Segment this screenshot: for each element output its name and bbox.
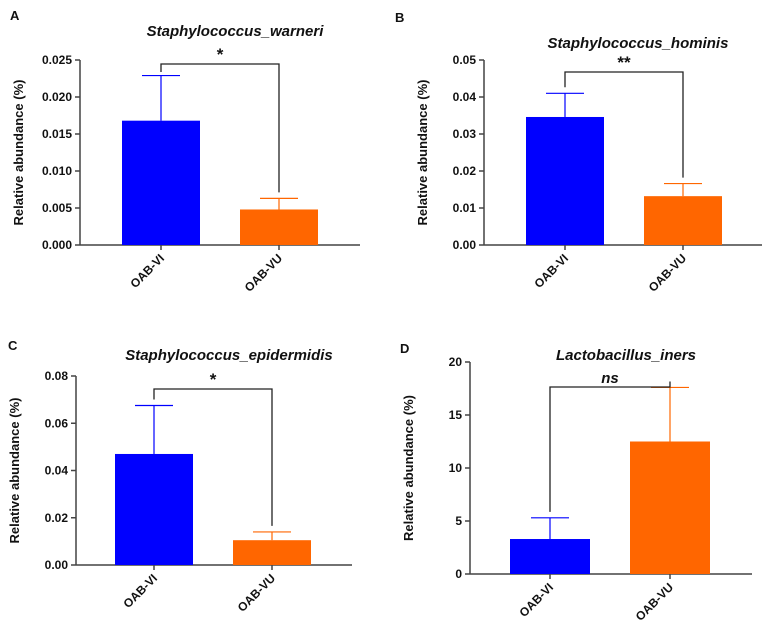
- bar-oab-vu: [644, 196, 722, 245]
- chart-title: Lactobacillus_iners: [556, 347, 696, 364]
- y-tick-label: 0.06: [45, 416, 69, 430]
- y-tick-label: 0.02: [45, 511, 69, 525]
- y-tick-label: 0.04: [453, 90, 477, 104]
- significance-label: **: [617, 53, 631, 72]
- y-tick-label: 0.000: [42, 238, 72, 252]
- bar-oab-vi: [122, 120, 200, 245]
- bar-oab-vi: [115, 453, 193, 565]
- significance-label: ns: [601, 370, 619, 387]
- y-tick-label: 0: [455, 567, 462, 581]
- y-axis-label: Relative abundance (%): [415, 80, 430, 226]
- y-tick-label: 0.005: [42, 201, 72, 215]
- significance-bracket: [549, 381, 671, 512]
- chart-title: Staphylococcus_epidermidis: [125, 347, 333, 364]
- y-tick-label: 0.00: [453, 238, 477, 252]
- y-tick-label: 0.020: [42, 90, 72, 104]
- y-tick-label: 10: [449, 461, 463, 475]
- significance-bracket: [564, 71, 684, 178]
- y-tick-label: 0.010: [42, 164, 72, 178]
- y-axis-label: Relative abundance (%): [7, 398, 22, 544]
- bar-oab-vi: [510, 539, 590, 574]
- x-tick-label: OAB-VI: [128, 251, 168, 291]
- significance-bracket: [160, 63, 280, 193]
- y-axis-label: Relative abundance (%): [401, 395, 416, 541]
- y-tick-label: 0.08: [45, 369, 69, 383]
- y-tick-label: 0.01: [453, 201, 477, 215]
- x-tick-label: OAB-VI: [532, 251, 572, 291]
- x-tick-label: OAB-VU: [242, 251, 285, 294]
- chart-title: Staphylococcus_warneri: [147, 23, 325, 40]
- y-tick-label: 20: [449, 355, 463, 369]
- x-tick-label: OAB-VU: [633, 580, 676, 623]
- significance-label: *: [210, 370, 217, 389]
- significance-label: *: [217, 45, 224, 64]
- y-tick-label: 0.05: [453, 53, 477, 67]
- y-tick-label: 0.04: [45, 464, 69, 478]
- chart-title: Staphylococcus_hominis: [548, 35, 729, 52]
- x-tick-label: OAB-VI: [121, 571, 161, 611]
- bar-oab-vu: [630, 441, 710, 574]
- y-axis-label: Relative abundance (%): [11, 80, 26, 226]
- bar-oab-vu: [240, 209, 318, 245]
- y-tick-label: 0.03: [453, 127, 477, 141]
- y-tick-label: 0.015: [42, 127, 72, 141]
- panel-label: C: [8, 338, 18, 353]
- x-tick-label: OAB-VI: [517, 580, 557, 620]
- significance-bracket: [153, 388, 273, 526]
- y-tick-label: 5: [455, 514, 462, 528]
- panel-label: D: [400, 341, 409, 356]
- panel-label: A: [10, 8, 20, 23]
- y-tick-label: 15: [449, 408, 463, 422]
- panel-label: B: [395, 10, 404, 25]
- y-tick-label: 0.02: [453, 164, 477, 178]
- bar-oab-vi: [526, 116, 604, 245]
- bar-oab-vu: [233, 540, 311, 565]
- x-tick-label: OAB-VU: [646, 251, 689, 294]
- y-tick-label: 0.00: [45, 558, 69, 572]
- y-tick-label: 0.025: [42, 53, 72, 67]
- x-tick-label: OAB-VU: [235, 571, 278, 614]
